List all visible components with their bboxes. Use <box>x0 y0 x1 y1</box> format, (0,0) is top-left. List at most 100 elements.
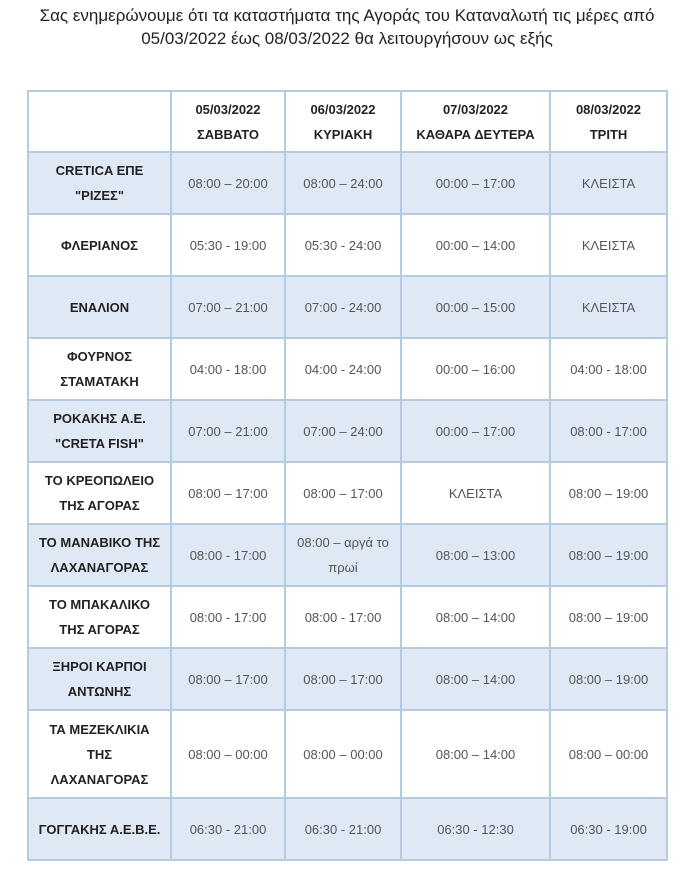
hours-cell: 08:00 - 17:00 <box>170 585 286 649</box>
table-row: CRETICA ΕΠΕ "ΡΙΖΕΣ" 08:00 – 20:00 08:00 – 2… <box>27 151 668 215</box>
store-name-line: ΤΟ ΜΠΑΚΑΛΙΚΟ <box>49 597 150 612</box>
store-name-cell: ΕΝΑΛΙΟΝ <box>27 275 172 339</box>
header-day: ΚΑΘΑΡΑ ΔΕΥΤΕΡΑ <box>416 126 535 142</box>
hours-cell: 08:00 – 17:00 <box>284 647 402 711</box>
store-name-cell: ΦΛΕΡΙΑΝΟΣ <box>27 213 172 277</box>
hours-cell: ΚΛΕΙΣΤΑ <box>549 213 668 277</box>
hours-cell: 08:00 - 17:00 <box>284 585 402 649</box>
hours-cell: 08:00 – αργά το πρωί <box>284 523 402 587</box>
hours-cell: 08:00 – 17:00 <box>284 461 402 525</box>
hours-cell: 00:00 – 15:00 <box>400 275 551 339</box>
store-name-line: ΕΝΑΛΙΟΝ <box>69 299 130 315</box>
store-name-cell: ΡΟΚΑΚΗΣ Α.Ε. "CRETA FISH" <box>27 399 172 463</box>
store-name-cell: ΓΟΓΓΑΚΗΣ Α.Ε.Β.Ε. <box>27 797 172 861</box>
header-date: 07/03/2022 <box>442 101 509 117</box>
store-name-cell: ΤΟ ΚΡΕΟΠΩΛΕΙΟ ΤΗΣ ΑΓΟΡΑΣ <box>27 461 172 525</box>
table-row: ΓΟΓΓΑΚΗΣ Α.Ε.Β.Ε. 06:30 - 21:00 06:30 - 21… <box>27 797 668 861</box>
store-name-cell: CRETICA ΕΠΕ "ΡΙΖΕΣ" <box>27 151 172 215</box>
hours-cell: 08:00 – 19:00 <box>549 523 668 587</box>
header-day: ΚΥΡΙΑΚΗ <box>313 126 373 142</box>
store-name-line: ΡΟΚΑΚΗΣ Α.Ε. <box>53 411 146 426</box>
store-name-line: ΦΟΥΡΝΟΣ <box>66 349 133 364</box>
hours-cell: 06:30 - 19:00 <box>549 797 668 861</box>
store-name-cell: ΤΑ ΜΕΖΕΚΛΙΚΙΑ ΤΗΣ ΛΑΧΑΝΑΓΟΡΑΣ <box>27 709 172 799</box>
table-row: ΞΗΡΟΙ ΚΑΡΠΟΙ ΑΝΤΩΝΗΣ 08:00 – 17:00 08:00 – … <box>27 647 668 711</box>
store-name-line: ΤΑ ΜΕΖΕΚΛΙΚΙΑ <box>49 721 150 737</box>
hours-cell: 08:00 - 17:00 <box>549 399 668 463</box>
hours-cell: 07:00 - 24:00 <box>284 275 402 339</box>
header-date: 08/03/2022 <box>575 101 642 117</box>
hours-cell: 08:00 – 19:00 <box>549 461 668 525</box>
hours-cell: 06:30 - 21:00 <box>284 797 402 861</box>
store-name-line: CRETICA ΕΠΕ <box>55 163 144 178</box>
header-day-1: 05/03/2022 ΣΑΒΒΑΤΟ <box>170 90 286 153</box>
hours-cell: 08:00 – 17:00 <box>170 647 286 711</box>
table-row: ΡΟΚΑΚΗΣ Α.Ε. "CRETA FISH" 07:00 – 21:00 07:… <box>27 399 668 463</box>
hours-cell: 08:00 – 19:00 <box>549 585 668 649</box>
hours-cell: 08:00 – 13:00 <box>400 523 551 587</box>
hours-cell: 05:30 - 19:00 <box>170 213 286 277</box>
store-name-line: ΣΤΑΜΑΤΑΚΗ <box>60 374 139 389</box>
hours-cell: 08:00 – 14:00 <box>400 709 551 799</box>
hours-cell: 08:00 – 00:00 <box>284 709 402 799</box>
hours-cell: 07:00 – 21:00 <box>170 275 286 339</box>
hours-cell: 08:00 – 24:00 <box>284 151 402 215</box>
hours-cell: 08:00 – 14:00 <box>400 647 551 711</box>
intro-text: Σας ενημερώνουμε ότι τα καταστήματα της … <box>0 4 682 50</box>
header-empty-cell <box>27 90 172 153</box>
hours-cell: 06:30 - 21:00 <box>170 797 286 861</box>
hours-cell: 08:00 – 00:00 <box>549 709 668 799</box>
hours-cell: 08:00 – 20:00 <box>170 151 286 215</box>
hours-cell: 07:00 – 21:00 <box>170 399 286 463</box>
table-row: ΦΟΥΡΝΟΣ ΣΤΑΜΑΤΑΚΗ 04:00 - 18:00 04:00 - 24:… <box>27 337 668 401</box>
intro-line-1: Σας ενημερώνουμε ότι τα καταστήματα της … <box>39 6 655 25</box>
store-name-line: ΤΗΣ ΑΓΟΡΑΣ <box>59 498 140 513</box>
hours-cell: 08:00 – 00:00 <box>170 709 286 799</box>
store-name-cell: ΤΟ ΜΑΝΑΒΙΚΟ ΤΗΣ ΛΑΧΑΝΑΓΟΡΑΣ <box>27 523 172 587</box>
hours-cell: 07:00 – 24:00 <box>284 399 402 463</box>
table-row: ΤΑ ΜΕΖΕΚΛΙΚΙΑ ΤΗΣ ΛΑΧΑΝΑΓΟΡΑΣ 08:00 – 00:00… <box>27 709 668 799</box>
store-name-cell: ΦΟΥΡΝΟΣ ΣΤΑΜΑΤΑΚΗ <box>27 337 172 401</box>
store-name-line: ΞΗΡΟΙ ΚΑΡΠΟΙ <box>52 659 147 674</box>
table-row: ΕΝΑΛΙΟΝ 07:00 – 21:00 07:00 - 24:00 00:00 –… <box>27 275 668 339</box>
hours-cell: 04:00 - 18:00 <box>170 337 286 401</box>
store-name-line: ΛΑΧΑΝΑΓΟΡΑΣ <box>50 771 149 787</box>
hours-cell: 04:00 - 24:00 <box>284 337 402 401</box>
header-day: ΣΑΒΒΑΤΟ <box>196 126 260 142</box>
intro-line-2: 05/03/2022 έως 08/03/2022 θα λειτουργήσο… <box>141 29 553 48</box>
header-date: 06/03/2022 <box>310 101 376 117</box>
header-row: 05/03/2022 ΣΑΒΒΑΤΟ 06/03/2022 ΚΥΡΙΑΚΗ 07/0… <box>27 90 668 153</box>
table-row: ΤΟ ΜΠΑΚΑΛΙΚΟ ΤΗΣ ΑΓΟΡΑΣ 08:00 - 17:00 08:00… <box>27 585 668 649</box>
hours-cell: 00:00 – 16:00 <box>400 337 551 401</box>
store-name-line: ΦΛΕΡΙΑΝΟΣ <box>61 237 138 253</box>
hours-cell: 08:00 – 17:00 <box>170 461 286 525</box>
header-day-4: 08/03/2022 ΤΡΙΤΗ <box>549 90 668 153</box>
header-day-2: 06/03/2022 ΚΥΡΙΑΚΗ <box>284 90 402 153</box>
header-day-3: 07/03/2022 ΚΑΘΑΡΑ ΔΕΥΤΕΡΑ <box>400 90 551 153</box>
header-day: ΤΡΙΤΗ <box>589 126 628 142</box>
table-row: ΤΟ ΚΡΕΟΠΩΛΕΙΟ ΤΗΣ ΑΓΟΡΑΣ 08:00 – 17:00 08:0… <box>27 461 668 525</box>
hours-cell: 06:30 - 12:30 <box>400 797 551 861</box>
hours-cell: 08:00 – 19:00 <box>549 647 668 711</box>
store-name-line: ΤΗΣ <box>86 746 113 762</box>
store-name-line: ΓΟΓΓΑΚΗΣ Α.Ε.Β.Ε. <box>38 821 161 837</box>
hours-cell: 00:00 – 14:00 <box>400 213 551 277</box>
hours-cell: 08:00 – 14:00 <box>400 585 551 649</box>
hours-cell: ΚΛΕΙΣΤΑ <box>549 151 668 215</box>
store-name-line: "CRETA FISH" <box>55 436 144 451</box>
hours-cell: ΚΛΕΙΣΤΑ <box>549 275 668 339</box>
store-name-line: ΤΟ ΜΑΝΑΒΙΚΟ ΤΗΣ <box>38 535 161 550</box>
store-name-line: ΤΟ ΚΡΕΟΠΩΛΕΙΟ <box>44 473 155 488</box>
store-name-line: ΛΑΧΑΝΑΓΟΡΑΣ <box>50 560 149 575</box>
header-date: 05/03/2022 <box>195 101 261 117</box>
hours-cell: 04:00 - 18:00 <box>549 337 668 401</box>
table-row: ΤΟ ΜΑΝΑΒΙΚΟ ΤΗΣ ΛΑΧΑΝΑΓΟΡΑΣ 08:00 - 17:00 0… <box>27 523 668 587</box>
hours-cell: 05:30 - 24:00 <box>284 213 402 277</box>
store-name-line: ΤΗΣ ΑΓΟΡΑΣ <box>59 622 140 637</box>
hours-cell: ΚΛΕΙΣΤΑ <box>400 461 551 525</box>
store-name-cell: ΤΟ ΜΠΑΚΑΛΙΚΟ ΤΗΣ ΑΓΟΡΑΣ <box>27 585 172 649</box>
schedule-table: 05/03/2022 ΣΑΒΒΑΤΟ 06/03/2022 ΚΥΡΙΑΚΗ 07/0… <box>27 90 668 861</box>
hours-cell: 08:00 - 17:00 <box>170 523 286 587</box>
store-name-line: ΑΝΤΩΝΗΣ <box>67 684 132 699</box>
table-row: ΦΛΕΡΙΑΝΟΣ 05:30 - 19:00 05:30 - 24:00 00:00… <box>27 213 668 277</box>
